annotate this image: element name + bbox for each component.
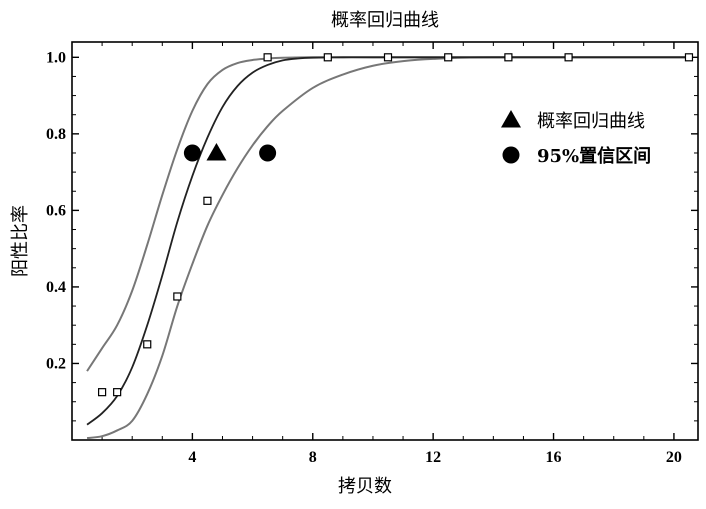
legend-triangle-icon	[501, 110, 521, 128]
ci-bound-marker	[259, 144, 277, 162]
y-tick-label: 0.2	[46, 355, 66, 372]
y-tick-label: 1.0	[46, 49, 66, 66]
axis-ticks: 4 8 12 16 20 0.2 0.4 0.6 0.8 1.0	[46, 42, 698, 466]
observed-points	[97, 53, 694, 397]
x-tick-label: 4	[188, 449, 196, 466]
plot-frame	[71, 41, 699, 441]
y-tick-label: 0.6	[46, 202, 66, 219]
observed-point	[383, 53, 393, 62]
observed-point	[203, 196, 212, 205]
x-tick-label: 20	[666, 449, 682, 466]
legend: 概率回归曲线 95%置信区间	[501, 110, 651, 167]
y-tick-label: 0.4	[46, 279, 66, 296]
estimate-markers	[183, 142, 277, 162]
x-axis-label: 拷贝数	[338, 476, 392, 497]
observed-point	[263, 53, 272, 62]
observed-point	[684, 53, 694, 62]
legend-label: 95%置信区间	[537, 145, 651, 167]
probit-fit-curve	[86, 56, 689, 426]
estimate-triangle-marker	[206, 142, 227, 161]
x-tick-label: 8	[309, 449, 317, 466]
x-tick-label: 12	[425, 449, 441, 466]
legend-circle-icon	[502, 146, 520, 164]
y-axis-label: 阳性比率	[10, 205, 31, 277]
observed-point	[323, 53, 332, 62]
observed-point	[444, 53, 453, 62]
chart-title: 概率回归曲线	[331, 10, 439, 31]
legend-label: 概率回归曲线	[537, 111, 645, 132]
upper-ci-curve	[86, 56, 689, 372]
observed-point	[173, 292, 182, 301]
observed-point	[564, 53, 573, 62]
observed-point	[113, 388, 122, 397]
y-tick-label: 0.8	[46, 126, 66, 143]
ci-bound-marker	[183, 144, 201, 162]
observed-point	[143, 340, 152, 349]
x-tick-label: 16	[546, 449, 562, 466]
lower-ci-curve	[86, 56, 689, 440]
observed-point	[504, 53, 513, 62]
curves	[86, 56, 689, 440]
observed-point	[97, 388, 107, 397]
